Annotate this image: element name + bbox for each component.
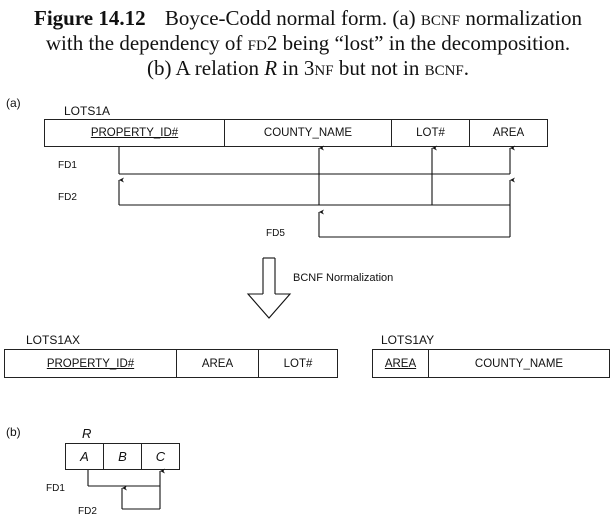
figure-caption: Figure 14.12 Boyce-Codd normal form. (a)… <box>0 6 616 81</box>
fd2-arrows <box>118 174 515 206</box>
lots1ay-attr-county-name: COUNTY_NAME <box>474 357 564 370</box>
lots1ax-table: PROPERTY_ID# AREA LOT# <box>4 349 338 378</box>
caption-line3-nf: nf <box>314 56 334 80</box>
lots1a-attr-county-name: COUNTY_NAME <box>225 120 392 146</box>
caption-line3-r: R <box>264 56 278 80</box>
lots1ay-table: AREA COUNTY_NAME <box>372 349 610 378</box>
lots1ay-attr-area: AREA <box>373 350 429 377</box>
r-relation-name: R <box>82 426 92 441</box>
part-a-marker: (a) <box>6 96 21 110</box>
fd1-label: FD1 <box>58 160 77 171</box>
r-table: A B C <box>65 443 180 470</box>
lots1ay-relation-name: LOTS1AY <box>381 333 435 347</box>
caption-line-3: (b) A relation R in 3nf but not in bcnf. <box>0 56 616 81</box>
lots1a-table: PROPERTY_ID# COUNTY_NAME LOT# AREA <box>44 119 548 147</box>
lots1a-attr-lot: LOT# <box>392 120 470 146</box>
lots1ax-attr-area: AREA <box>177 350 259 377</box>
r-attr-a: A <box>66 444 104 469</box>
lots1a-attr-property-id-text: PROPERTY_ID# <box>90 127 179 139</box>
caption-line3-b: in 3 <box>282 56 315 80</box>
fd5-arrows <box>318 205 511 238</box>
r-fd1-label: FD1 <box>46 483 65 494</box>
lots1a-relation-name: LOTS1A <box>64 104 111 118</box>
caption-line3-bcnf: bcnf <box>424 56 464 80</box>
lots1ax-attr-lot: LOT# <box>283 357 313 370</box>
r-attr-c: C <box>155 449 166 464</box>
caption-line2-a: with the dependency of <box>45 31 243 55</box>
caption-line3-a: (b) A relation <box>146 56 259 80</box>
caption-line1-text: Boyce-Codd normal form. (a) <box>164 6 416 30</box>
caption-line3-end: . <box>463 56 470 80</box>
fd2-label: FD2 <box>58 192 77 203</box>
caption-line3-c: but not in <box>338 56 420 80</box>
fd5-label: FD5 <box>266 228 285 239</box>
caption-line-2: with the dependency of fd2 being “lost” … <box>0 31 616 56</box>
caption-line1-bcnf: bcnf <box>420 6 461 30</box>
caption-line1-rest: normalization <box>465 6 582 30</box>
caption-line2-fd: fd <box>247 31 267 55</box>
bcnf-normalization-label: BCNF Normalization <box>293 272 394 284</box>
caption-line2-b: 2 being “lost” in the decomposition. <box>266 31 571 55</box>
r-fd1-arrows <box>87 468 165 487</box>
r-attr-b: B <box>104 444 142 469</box>
lots1ay-attr-area-text: AREA <box>384 357 417 370</box>
lots1a-attr-property-id: PROPERTY_ID# <box>45 120 225 146</box>
part-b-marker: (b) <box>6 425 21 439</box>
fd1-arrows <box>118 145 515 175</box>
lots1ax-relation-name: LOTS1AX <box>26 333 81 347</box>
caption-line-1: Figure 14.12 Boyce-Codd normal form. (a)… <box>0 6 616 31</box>
lots1ax-attr-property-id-text: PROPERTY_ID# <box>46 357 135 370</box>
r-fd2-label: FD2 <box>78 506 97 517</box>
figure-label: Figure 14.12 <box>34 6 146 30</box>
decomposition-arrow <box>246 257 292 319</box>
lots1ax-attr-property-id: PROPERTY_ID# <box>5 350 177 377</box>
lots1a-attr-area: AREA <box>492 127 525 139</box>
r-fd2-arrows <box>121 485 161 510</box>
